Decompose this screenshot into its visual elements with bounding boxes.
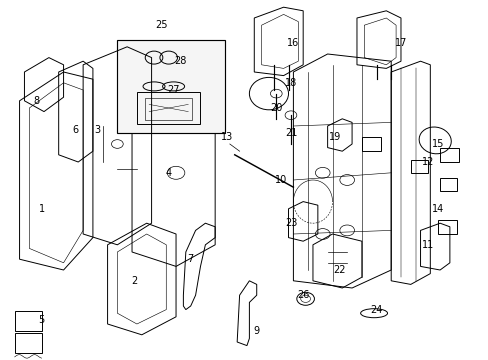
Text: 14: 14 [430, 204, 443, 214]
Text: 18: 18 [284, 78, 297, 88]
Text: 6: 6 [73, 125, 79, 135]
Text: 26: 26 [296, 290, 309, 300]
Text: 27: 27 [167, 85, 180, 95]
Text: 4: 4 [165, 168, 171, 178]
Text: 13: 13 [221, 132, 233, 142]
FancyBboxPatch shape [117, 40, 224, 133]
Text: 15: 15 [430, 139, 443, 149]
Text: 23: 23 [284, 218, 297, 228]
Text: 1: 1 [39, 204, 44, 214]
Text: 25: 25 [155, 20, 167, 30]
Text: 9: 9 [253, 326, 259, 336]
Text: 22: 22 [333, 265, 346, 275]
Text: 2: 2 [131, 276, 137, 286]
Text: 5: 5 [39, 315, 44, 325]
Text: 21: 21 [284, 128, 297, 138]
Text: 20: 20 [269, 103, 282, 113]
Text: 11: 11 [421, 240, 433, 250]
Text: 16: 16 [286, 38, 299, 48]
Text: 7: 7 [187, 254, 193, 264]
Text: 17: 17 [394, 38, 407, 48]
Text: 19: 19 [328, 132, 341, 142]
Text: 12: 12 [421, 157, 433, 167]
Text: 3: 3 [95, 125, 101, 135]
Text: 10: 10 [274, 175, 287, 185]
Text: 8: 8 [34, 96, 40, 106]
Text: 24: 24 [369, 305, 382, 315]
Text: 28: 28 [174, 56, 187, 66]
